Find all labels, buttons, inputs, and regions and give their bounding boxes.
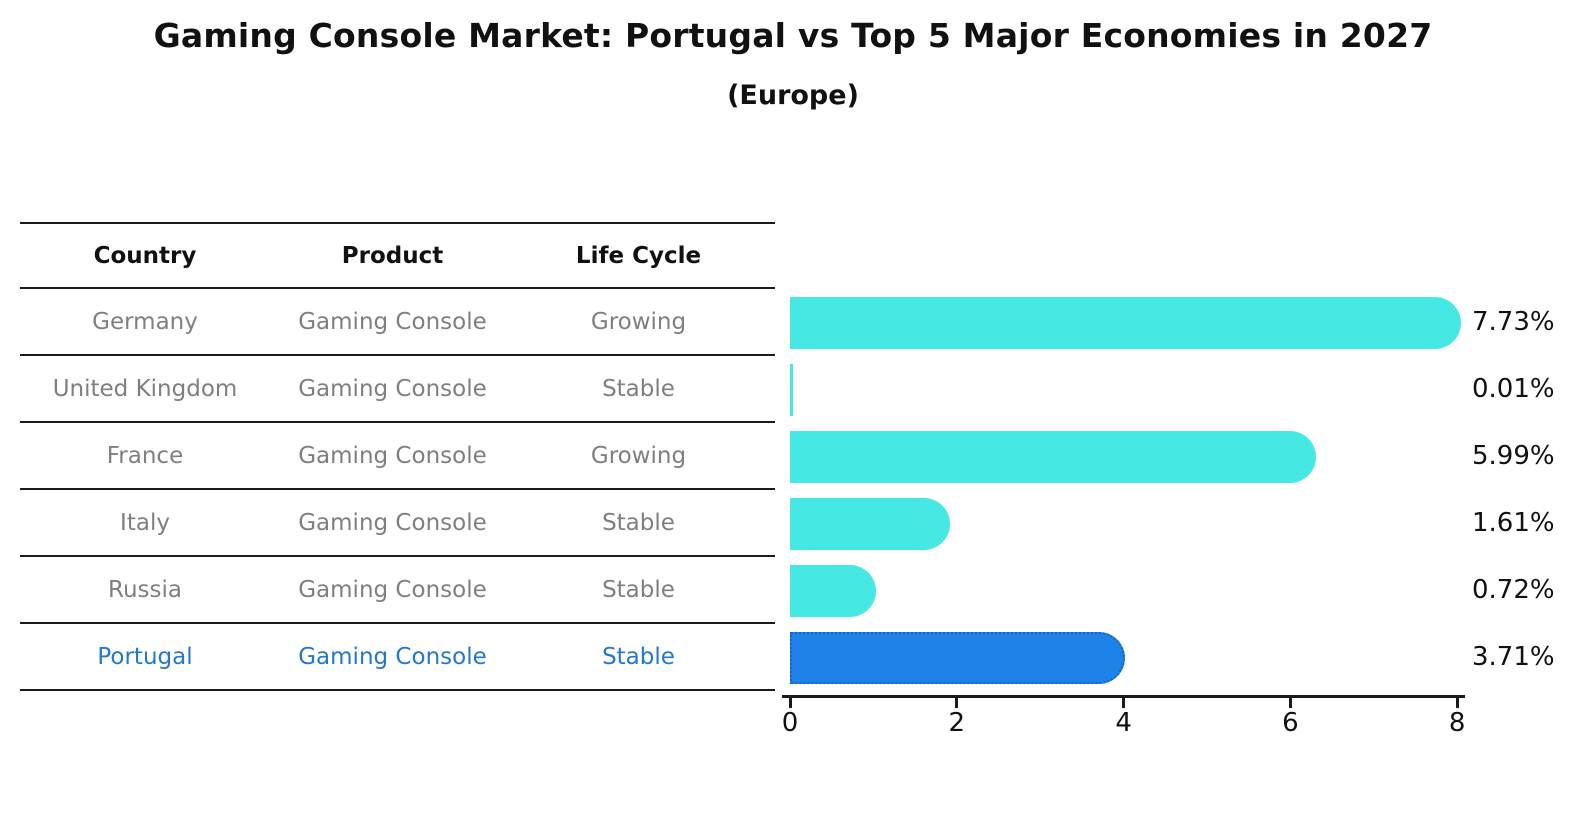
table-cell-life-cycle: Growing (590, 442, 687, 469)
table-header-country: Country (93, 242, 197, 269)
x-axis-tick-label: 0 (781, 708, 799, 738)
table-row-italy: Italy Gaming Console Stable (20, 490, 775, 557)
table-cell-product: Gaming Console (298, 375, 487, 402)
table-header-row: Country Product Life Cycle (20, 222, 775, 289)
value-label-russia: 0.72% (1472, 574, 1555, 605)
table-cell-product: Gaming Console (298, 576, 487, 603)
value-label-united-kingdom: 0.01% (1472, 373, 1555, 404)
table-cell-life-cycle: Stable (602, 375, 675, 402)
table-cell-country: France (106, 442, 184, 469)
table-cell-country: Portugal (97, 643, 193, 670)
chart-title: Gaming Console Market: Portugal vs Top 5… (153, 16, 1433, 55)
value-label-germany: 7.73% (1472, 306, 1555, 337)
table-row-russia: Russia Gaming Console Stable (20, 557, 775, 624)
value-label-italy: 1.61% (1472, 507, 1555, 538)
table-cell-country: Italy (120, 509, 170, 536)
bar-italy (790, 497, 951, 550)
x-axis-tick-mark (1455, 695, 1459, 708)
x-axis-tick-mark (788, 695, 792, 708)
table-cell-country: Russia (108, 576, 182, 603)
table-cell-life-cycle: Growing (590, 308, 687, 335)
bar-united-kingdom (790, 363, 793, 416)
table-cell-life-cycle: Stable (602, 509, 675, 536)
x-axis-tick-label: 6 (1282, 708, 1299, 738)
table-cell-product: Gaming Console (298, 509, 487, 536)
x-axis-tick-mark (1122, 695, 1126, 708)
table-body: Germany Gaming Console Growing United Kingd… (20, 289, 775, 691)
table-header-product: Product (341, 242, 444, 269)
x-axis-tick-label: 4 (1115, 708, 1132, 738)
x-axis-tick-label: 8 (1448, 708, 1466, 738)
table-row-germany: Germany Gaming Console Growing (20, 289, 775, 356)
x-axis-tick-label: 2 (948, 708, 966, 738)
table-cell-product: Gaming Console (298, 308, 487, 335)
table-header-life-cycle: Life Cycle (575, 242, 702, 269)
bar-russia (790, 564, 877, 617)
bar-france (790, 430, 1316, 483)
table-cell-product: Gaming Console (298, 643, 487, 670)
table-row-france: France Gaming Console Growing (20, 423, 775, 490)
table-cell-country: United Kingdom (52, 375, 238, 402)
country-table: Country Product Life Cycle Germany Gaming… (20, 222, 775, 691)
table-row-portugal: Portugal Gaming Console Stable (20, 624, 775, 691)
bar-portugal (790, 631, 1126, 684)
table-cell-life-cycle: Stable (602, 576, 675, 603)
table-cell-life-cycle: Stable (602, 643, 675, 670)
chart-subtitle: (Europe) (727, 80, 859, 111)
table-cell-country: Germany (92, 308, 198, 335)
value-label-france: 5.99% (1472, 440, 1555, 471)
table-cell-product: Gaming Console (298, 442, 487, 469)
x-axis-tick-mark (955, 695, 959, 708)
bar-germany (790, 296, 1461, 349)
value-label-portugal: 3.71% (1472, 641, 1555, 672)
table-row-united-kingdom: United Kingdom Gaming Console Stable (20, 356, 775, 423)
x-axis-tick-mark (1288, 695, 1292, 708)
